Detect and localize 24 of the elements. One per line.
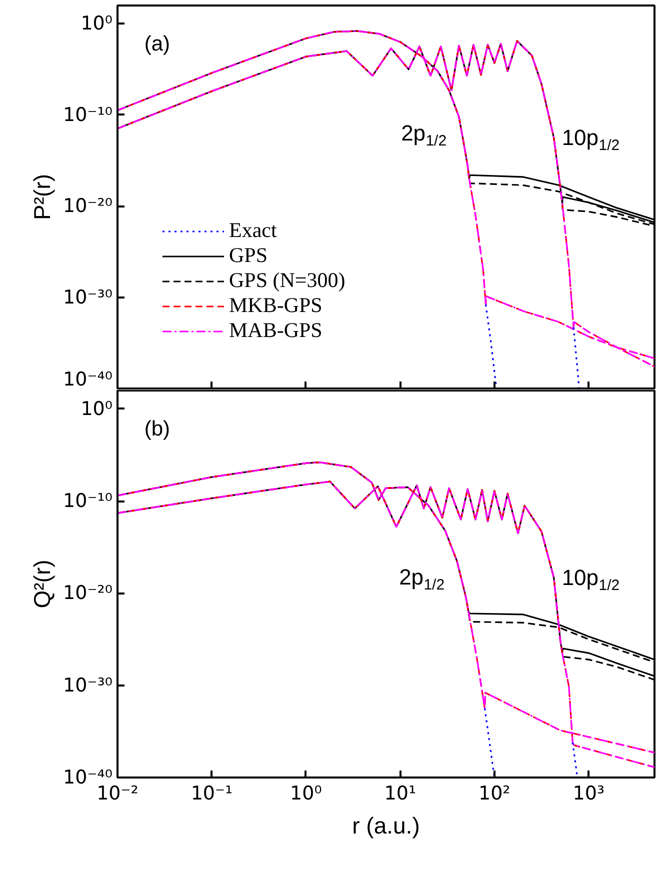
y-tick-label: 10⁻³⁰	[63, 674, 113, 696]
annotation: (b)	[144, 418, 170, 441]
legend-label: GPS	[229, 243, 268, 268]
x-tick-label: 10²	[478, 782, 510, 804]
x-tick-label: 10⁻¹	[190, 782, 233, 804]
legend-label: Exact	[229, 218, 277, 243]
x-axis-title: r (a.u.)	[352, 812, 420, 838]
y-tick-label: 10⁻²⁰	[63, 582, 113, 604]
x-tick-label: 10⁰	[290, 782, 322, 804]
y-tick-label: 10⁻²⁰	[63, 195, 113, 218]
legend-label: GPS (N=300)	[229, 268, 346, 293]
y-tick-label: 10⁻³⁰	[63, 286, 113, 308]
y-tick-label: 10⁻⁴⁰	[63, 368, 113, 390]
legend-label: MAB-GPS	[229, 318, 322, 343]
x-tick-label: 10¹	[384, 782, 416, 804]
x-tick-label: 10³	[572, 782, 605, 804]
y-tick-label: 10⁰	[80, 398, 113, 420]
y-axis-title: Q²(r)	[29, 560, 56, 608]
legend-label: MKB-GPS	[229, 293, 322, 318]
y-axis-title: P²(r)	[29, 174, 56, 220]
y-tick-label: 10⁻¹⁰	[63, 104, 113, 126]
annotation: (a)	[144, 32, 170, 56]
y-tick-label: 10⁰	[80, 12, 113, 35]
y-tick-label: 10⁻¹⁰	[63, 490, 113, 512]
